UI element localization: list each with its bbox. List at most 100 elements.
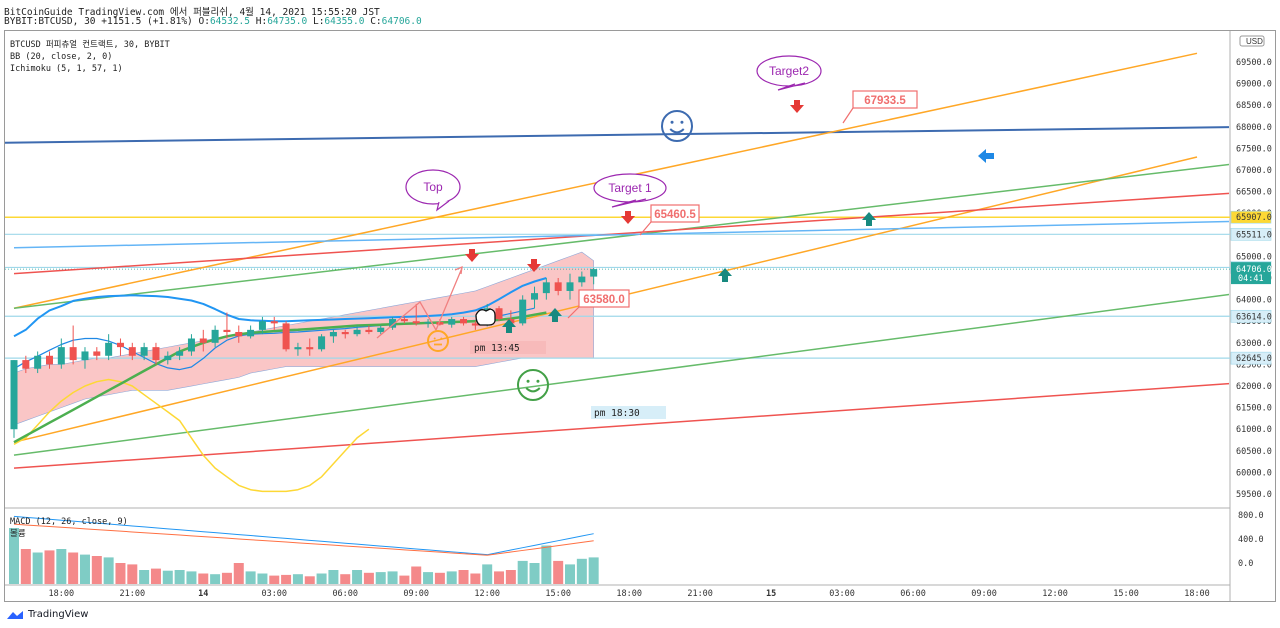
- y-tick-label: 67500.0: [1236, 144, 1272, 154]
- high-value: 64735.0: [267, 16, 308, 27]
- price-box: [650, 204, 700, 223]
- trendline-sky: [13, 220, 1229, 249]
- volume-bar: [32, 552, 43, 584]
- happy-face-icon-eye: [680, 120, 684, 124]
- macd-tick-label: 800.0: [1238, 511, 1264, 521]
- candle-body: [424, 322, 432, 324]
- volume-bar: [292, 574, 303, 584]
- top-bubble: [405, 169, 461, 205]
- down-arrow-icon: [621, 211, 635, 224]
- publish-title: BitCoinGuide TradingView.com 에서 퍼블리쉬, 4월…: [4, 7, 380, 18]
- price-change: +1151.5 (+1.81%): [101, 16, 193, 27]
- chart-frame: [4, 30, 1276, 602]
- y-tick-label: 61500.0: [1236, 404, 1272, 414]
- y-tick-label: 62500.0: [1236, 360, 1272, 370]
- x-tick-label: 03:00: [829, 589, 855, 599]
- legend-macd: MACD (12, 26, close, 9): [10, 517, 128, 527]
- volume-bar: [470, 573, 481, 584]
- top-label: Top: [423, 180, 443, 194]
- up-arrow-icon: [862, 212, 876, 226]
- candle-body: [116, 342, 124, 348]
- x-tick-label: 06:00: [900, 589, 926, 599]
- volume-bar: [115, 563, 126, 584]
- sleepy-face-icon-eye: [526, 379, 530, 383]
- target1-tail: [611, 198, 647, 208]
- tradingview-brand[interactable]: TradingView: [6, 609, 88, 620]
- tradingview-logo-icon: [7, 610, 23, 619]
- y-tick-label: 60500.0: [1236, 447, 1272, 457]
- bb-lower-line: [13, 378, 370, 493]
- candle-body: [258, 321, 266, 330]
- time-label-1345: pm 13:45: [474, 343, 520, 354]
- legend-symbol: BTCUSD 퍼피츄얼 컨트랙트, 30, BYBIT: [10, 39, 170, 50]
- candle-body: [105, 342, 113, 356]
- y-tick-label: 69000.0: [1236, 80, 1272, 90]
- x-tick-label: 21:00: [687, 589, 713, 599]
- volume-bar: [505, 570, 516, 584]
- candle-body: [282, 323, 290, 350]
- down-arrow-icon: [527, 259, 541, 272]
- price-box-pointer: [639, 221, 652, 236]
- candle-body: [318, 336, 326, 350]
- volume-bar: [304, 576, 315, 584]
- volume-bar: [257, 573, 268, 584]
- time-label-box: [591, 406, 666, 419]
- volume-bar: [269, 575, 280, 584]
- trendline-red-lower: [13, 382, 1229, 469]
- neutral-face-icon: [427, 330, 449, 352]
- x-tick-label: 12:00: [1042, 589, 1068, 599]
- ohlc-bar: BYBIT:BTCUSD, 30 +1151.5 (+1.81%) O:6453…: [4, 16, 422, 27]
- candle-body: [412, 321, 420, 324]
- candle-body: [34, 355, 42, 369]
- volume-bar: [328, 570, 339, 584]
- volume-bar: [363, 572, 374, 584]
- level-tag: 63614.0: [1236, 312, 1272, 322]
- publish-header: BitCoinGuide TradingView.com 에서 퍼블리쉬, 4월…: [4, 4, 380, 18]
- volume-bar: [56, 549, 67, 584]
- candle-body: [22, 360, 30, 369]
- candle-body: [377, 327, 385, 333]
- candle-body: [176, 351, 184, 356]
- volume-bar: [458, 570, 469, 584]
- candle-body: [69, 347, 77, 361]
- down-arrow-icon: [790, 100, 804, 113]
- volume-bar: [150, 568, 161, 584]
- legend-volume: 볼륨: [10, 528, 26, 539]
- volume-bar: [375, 572, 386, 584]
- open-value: 64532.5: [209, 16, 250, 27]
- sleepy-face-icon-eye: [536, 379, 540, 383]
- up-arrow-icon: [718, 268, 732, 282]
- volume-bar: [79, 554, 90, 584]
- candle-body: [365, 329, 373, 333]
- y-tick-label: 65000.0: [1236, 252, 1272, 262]
- neutral-face-icon-eye: [440, 337, 443, 340]
- candle-body: [531, 293, 539, 300]
- macd-line: [13, 515, 594, 556]
- trendline-green-lower: [13, 293, 1229, 456]
- candle-body: [235, 332, 243, 337]
- up-arrow-icon: [502, 319, 516, 333]
- candle-body: [152, 347, 160, 361]
- candle-body: [140, 347, 148, 356]
- volume-bar: [139, 570, 150, 584]
- last-price-value: 64706.0: [1236, 265, 1272, 275]
- target2-tail: [777, 82, 806, 91]
- x-tick-label: 15:00: [1113, 589, 1139, 599]
- brand-label: TradingView: [28, 609, 89, 620]
- top-tail: [436, 200, 450, 212]
- price-box-pointer: [567, 306, 580, 319]
- x-tick-label: 21:00: [120, 589, 146, 599]
- close-value: 64706.0: [381, 16, 422, 27]
- level-tag: 62645.0: [1236, 354, 1272, 364]
- volume-bar: [423, 572, 434, 584]
- level-tag-box: [1230, 228, 1272, 241]
- kijun-line: [13, 311, 547, 444]
- projection-path: [376, 267, 463, 339]
- x-tick-label: 09:00: [971, 589, 997, 599]
- x-tick-label: 15: [766, 589, 776, 599]
- y-tick-label: 64000.0: [1236, 296, 1272, 306]
- volume-bar: [198, 573, 209, 584]
- volume-bar: [588, 557, 599, 584]
- volume-bar: [127, 564, 138, 584]
